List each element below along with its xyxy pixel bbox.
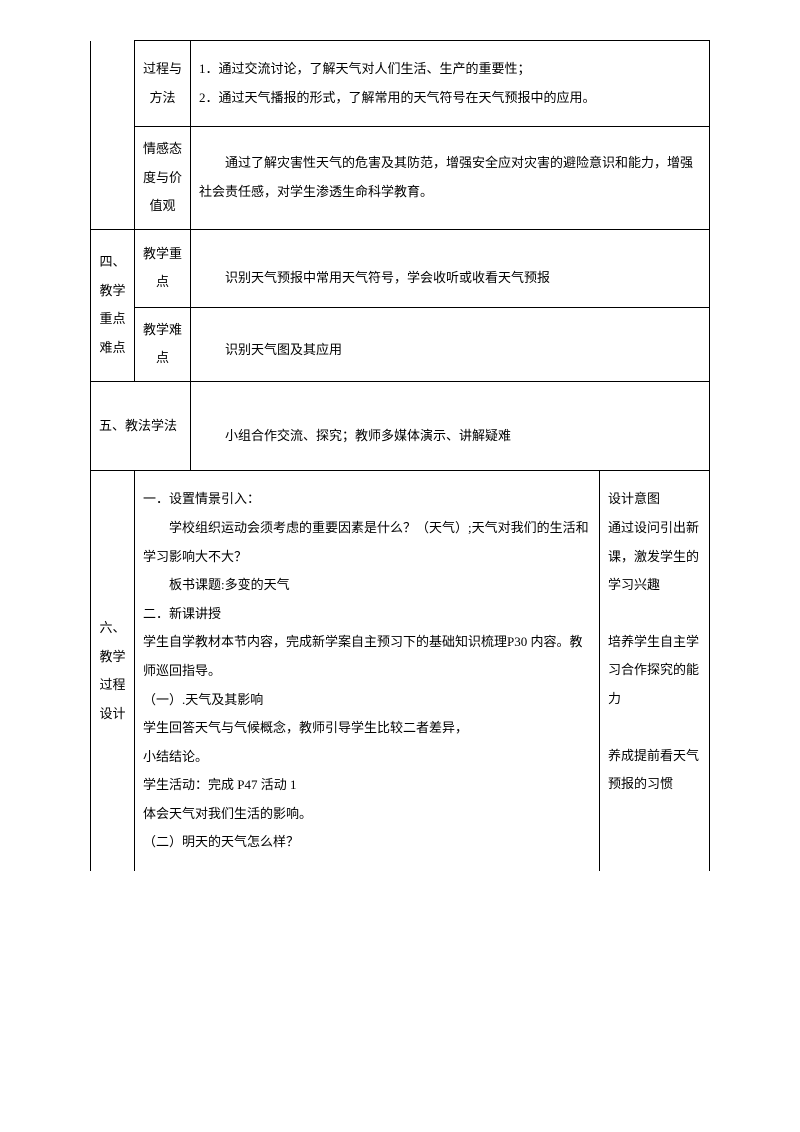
proc-l6: （一）.天气及其影响 [143,686,591,715]
proc-l2: 学校组织运动会须考虑的重要因素是什么？（天气）;天气对我们的生活和学习影响大不大… [143,514,591,571]
content-process-right: 设计意图 通过设问引出新课，激发学生的学习兴趣 培养学生自主学习合作探究的能力 … [599,471,709,871]
row-methods: 五、教法学法 小组合作交流、探究；教师多媒体演示、讲解疑难 [91,381,710,471]
proc-l8: 小结结论。 [143,743,591,772]
proc-l4: 二．新课讲授 [143,600,591,629]
proc-l9: 学生活动：完成 P47 活动 1 [143,771,591,800]
proc-r3: 培养学生自主学习合作探究的能力 [608,628,701,714]
content-process-method: 1．通过交流讨论，了解天气对人们生活、生产的重要性； 2．通过天气播报的形式，了… [191,41,710,127]
label-emotion: 情感态度与价值观 [135,127,191,230]
proc-l3: 板书课题:多变的天气 [143,571,591,600]
label-keypoint: 教学重点 [135,229,191,307]
keypoint-text: 识别天气预报中常用天气符号，学会收听或收看天气预报 [199,264,701,293]
proc-l10: 体会天气对我们生活的影响。 [143,800,591,829]
content-emotion: 通过了解灾害性天气的危害及其防范，增强安全应对灾害的避险意识和能力，增强社会责任… [191,127,710,230]
section-5-label: 五、教法学法 [91,381,191,471]
proc-l5: 学生自学教材本节内容，完成新学案自主预习下的基础知识梳理P30 内容。教师巡回指… [143,628,591,685]
proc-r4: 养成提前看天气预报的习惯 [608,742,701,799]
content-difficulty: 识别天气图及其应用 [191,307,710,381]
section-3-label [91,41,135,230]
row-emotion: 情感态度与价值观 通过了解灾害性天气的危害及其防范，增强安全应对灾害的避险意识和… [91,127,710,230]
label-process-method: 过程与方法 [135,41,191,127]
content-methods: 小组合作交流、探究；教师多媒体演示、讲解疑难 [191,381,710,471]
proc-l7: 学生回答天气与气候概念，教师引导学生比较二者差异， [143,714,591,743]
row-process-method: 过程与方法 1．通过交流讨论，了解天气对人们生活、生产的重要性； 2．通过天气播… [91,41,710,127]
process-line-1: 1．通过交流讨论，了解天气对人们生活、生产的重要性； [199,55,701,84]
proc-l1: 一．设置情景引入： [143,485,591,514]
process-line-2: 2．通过天气播报的形式，了解常用的天气符号在天气预报中的应用。 [199,84,701,113]
section-6-label: 六、教学过程设计 [91,471,135,871]
proc-r2: 通过设问引出新课，激发学生的学习兴趣 [608,514,701,600]
content-keypoint: 识别天气预报中常用天气符号，学会收听或收看天气预报 [191,229,710,307]
row-process-design: 六、教学过程设计 一．设置情景引入： 学校组织运动会须考虑的重要因素是什么？（天… [91,471,710,871]
proc-l11: （二）明天的天气怎么样？ [143,828,591,857]
lesson-plan-table: 过程与方法 1．通过交流讨论，了解天气对人们生活、生产的重要性； 2．通过天气播… [90,40,710,871]
row-difficulty: 教学难点 识别天气图及其应用 [91,307,710,381]
methods-text: 小组合作交流、探究；教师多媒体演示、讲解疑难 [199,422,701,451]
section-4-label: 四、教学重点难点 [91,229,135,381]
label-difficulty: 教学难点 [135,307,191,381]
row-keypoint: 四、教学重点难点 教学重点 识别天气预报中常用天气符号，学会收听或收看天气预报 [91,229,710,307]
difficulty-text: 识别天气图及其应用 [199,336,701,365]
content-process-left: 一．设置情景引入： 学校组织运动会须考虑的重要因素是什么？（天气）;天气对我们的… [135,471,600,871]
proc-r1: 设计意图 [608,485,701,514]
